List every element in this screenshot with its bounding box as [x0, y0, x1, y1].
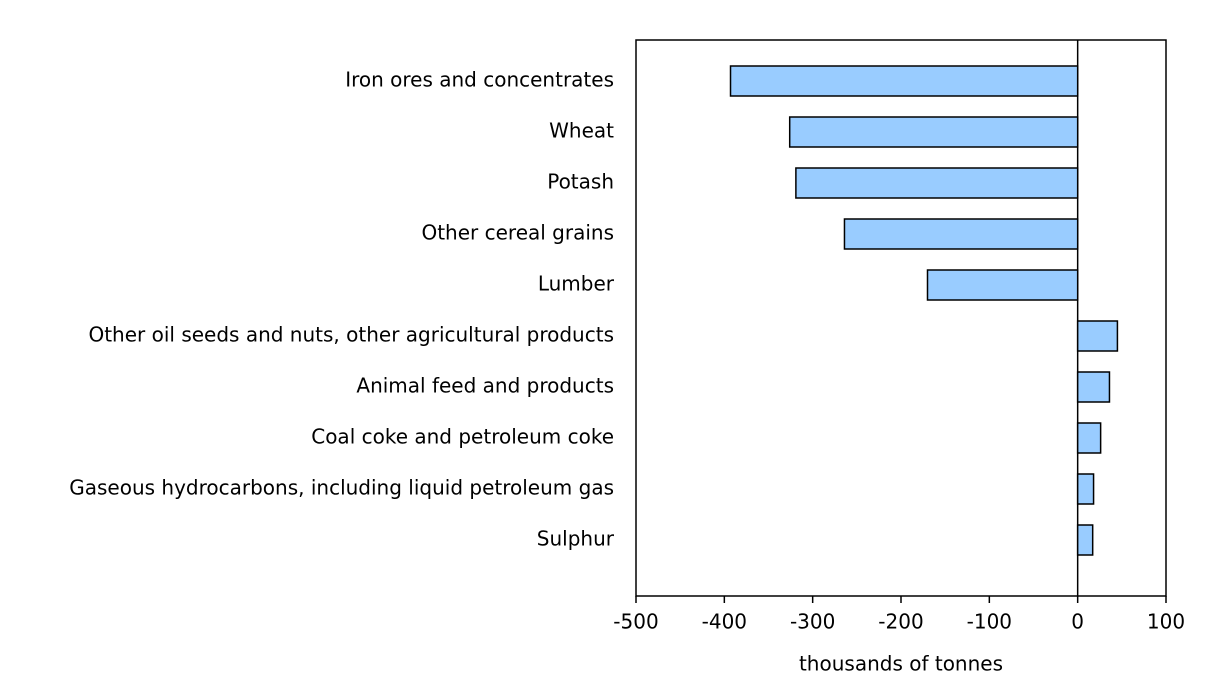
y-tick-label: Lumber: [538, 272, 615, 296]
bar: [926, 269, 1079, 301]
y-tick-label: Coal coke and petroleum coke: [311, 425, 614, 449]
x-tick-label: -400: [702, 610, 747, 634]
x-tick-label: -500: [613, 610, 658, 634]
bar: [1076, 422, 1102, 454]
y-tick-label: Other oil seeds and nuts, other agricult…: [88, 323, 614, 347]
x-tick-label: -100: [967, 610, 1012, 634]
y-tick-label: Sulphur: [537, 527, 615, 551]
y-tick-label: Wheat: [549, 119, 614, 143]
bar: [843, 218, 1079, 250]
y-tick-label: Other cereal grains: [421, 221, 614, 245]
bar: [1076, 371, 1111, 403]
y-tick-label: Gaseous hydrocarbons, including liquid p…: [69, 476, 614, 500]
bar: [1076, 524, 1094, 556]
bar: [1076, 320, 1119, 352]
bar: [1076, 473, 1095, 505]
x-tick-label: -200: [878, 610, 923, 634]
y-tick-label: Animal feed and products: [356, 374, 614, 398]
bar: [788, 116, 1079, 148]
x-tick-label: 0: [1071, 610, 1084, 634]
x-tick-label: -300: [790, 610, 835, 634]
y-tick-label: Iron ores and concentrates: [345, 68, 614, 92]
bar: [795, 167, 1079, 199]
x-axis-label: thousands of tonnes: [799, 652, 1003, 676]
y-tick-label: Potash: [547, 170, 614, 194]
bar: [729, 65, 1079, 97]
x-tick-label: 100: [1147, 610, 1185, 634]
